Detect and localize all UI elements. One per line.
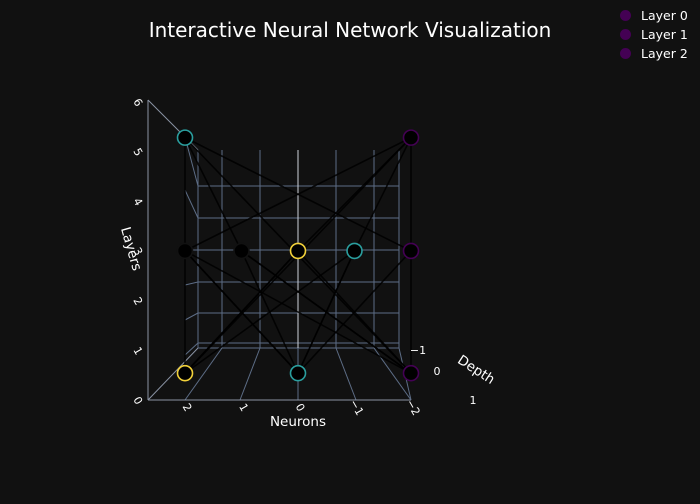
x-tick-label: 2 bbox=[180, 401, 195, 414]
legend-item[interactable]: Layer 2 bbox=[620, 44, 688, 63]
network-edge bbox=[184, 137, 243, 252]
neuron-point bbox=[402, 242, 420, 260]
x-tick-label: 0 bbox=[293, 401, 308, 414]
neuron-point bbox=[176, 364, 194, 382]
network-edge bbox=[184, 136, 412, 252]
neuron-point bbox=[176, 129, 194, 146]
z-tick-label: 6 bbox=[130, 96, 145, 109]
neuron-point bbox=[233, 242, 250, 260]
z-tick-label: 4 bbox=[130, 196, 145, 209]
axis-line bbox=[147, 347, 199, 401]
legend: Layer 0 Layer 1 Layer 2 bbox=[620, 6, 688, 63]
legend-marker bbox=[620, 48, 631, 59]
grid-line bbox=[184, 281, 199, 286]
y-tick-label: 1 bbox=[470, 394, 477, 407]
z-tick-label: 5 bbox=[130, 146, 145, 159]
y-tick-label: −1 bbox=[410, 344, 426, 357]
grid-line bbox=[184, 312, 199, 321]
y-tick-label: 0 bbox=[434, 365, 441, 378]
legend-marker bbox=[620, 29, 631, 40]
x-tick-label: 1 bbox=[236, 401, 251, 414]
neuron-point bbox=[176, 242, 194, 260]
grid-line bbox=[184, 342, 199, 356]
neuron-point bbox=[289, 364, 307, 382]
grid-line bbox=[184, 189, 199, 219]
legend-label: Layer 0 bbox=[641, 8, 688, 23]
grid-line bbox=[335, 347, 357, 401]
legend-item[interactable]: Layer 0 bbox=[620, 6, 688, 25]
network-edge bbox=[353, 137, 412, 252]
network-edge bbox=[297, 250, 356, 374]
neuron-point bbox=[402, 364, 420, 382]
z-tick-label: 2 bbox=[130, 295, 145, 308]
z-tick-label: 0 bbox=[130, 394, 145, 407]
legend-marker bbox=[620, 10, 631, 21]
z-tick-label: 1 bbox=[130, 345, 145, 358]
chart-title: Interactive Neural Network Visualization bbox=[148, 18, 552, 42]
legend-item[interactable]: Layer 1 bbox=[620, 25, 688, 44]
legend-label: Layer 1 bbox=[641, 27, 688, 42]
neuron-point bbox=[346, 242, 363, 260]
y-axis-label: Depth bbox=[454, 352, 497, 388]
grid-line bbox=[239, 347, 261, 401]
neuron-point bbox=[402, 129, 420, 146]
neuron-point bbox=[289, 242, 307, 260]
grid-line bbox=[184, 347, 223, 401]
network-edge bbox=[240, 250, 299, 374]
x-axis-label: Neurons bbox=[270, 414, 326, 430]
network-edge bbox=[184, 250, 412, 374]
legend-label: Layer 2 bbox=[641, 46, 688, 61]
